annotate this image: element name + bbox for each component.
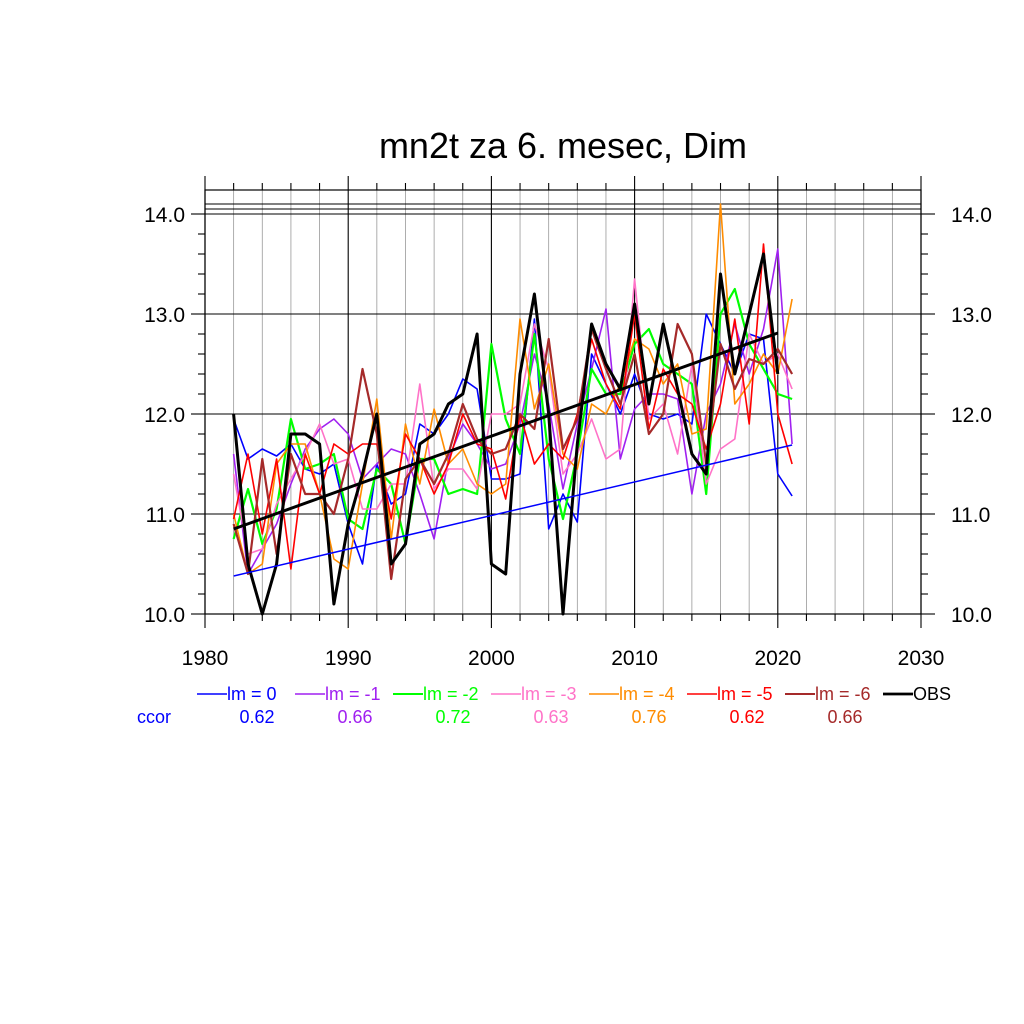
y-tick-label: 13.0 bbox=[144, 304, 185, 327]
legend-label: lm = -2 bbox=[423, 684, 479, 704]
x-tick-label: 2010 bbox=[611, 647, 658, 670]
y-tick-label: 12.0 bbox=[144, 404, 185, 427]
trend-line bbox=[233, 331, 779, 531]
series-line bbox=[232, 248, 793, 575]
series-line bbox=[232, 203, 793, 575]
ccor-label: ccor bbox=[137, 707, 171, 727]
ccor-value: 0.63 bbox=[533, 707, 568, 727]
grid bbox=[204, 190, 922, 615]
y-tick-label: 11.0 bbox=[146, 504, 185, 527]
reference-lines bbox=[205, 203, 921, 210]
legend-label: lm = -4 bbox=[619, 684, 675, 704]
trend-line bbox=[233, 444, 793, 577]
x-tick-label: 1980 bbox=[182, 647, 229, 670]
ccor-value: 0.66 bbox=[827, 707, 862, 727]
x-tick-label: 2000 bbox=[468, 647, 515, 670]
ccor-value: 0.76 bbox=[631, 707, 666, 727]
y-tick-label-right: 11.0 bbox=[951, 504, 990, 527]
y-tick-label: 10.0 bbox=[144, 604, 185, 627]
y-tick-label-right: 10.0 bbox=[951, 604, 992, 627]
y-tick-label-right: 13.0 bbox=[951, 304, 992, 327]
series-group bbox=[232, 203, 794, 616]
series-line bbox=[232, 322, 794, 581]
y-tick-label-right: 14.0 bbox=[951, 204, 992, 227]
legend-label: lm = -6 bbox=[815, 684, 871, 704]
x-tick-label: 2020 bbox=[754, 647, 801, 670]
x-tick-label: 1990 bbox=[325, 647, 372, 670]
legend-label: lm = 0 bbox=[227, 684, 277, 704]
legend: ccor lm = 0 0.62 lm = -1 0.66 lm = -2 0.72 lm =… bbox=[137, 684, 951, 727]
legend-label: lm = -1 bbox=[325, 684, 381, 704]
legend-label: OBS bbox=[913, 684, 951, 704]
y-tick-label: 14.0 bbox=[144, 204, 185, 227]
ccor-value: 0.72 bbox=[435, 707, 470, 727]
legend-label: lm = -3 bbox=[521, 684, 577, 704]
x-tick-label: 2030 bbox=[898, 647, 945, 670]
ccor-value: 0.62 bbox=[239, 707, 274, 727]
ccor-value: 0.66 bbox=[337, 707, 372, 727]
axis-ticks bbox=[191, 176, 935, 628]
ccor-value: 0.62 bbox=[729, 707, 764, 727]
chart-title: mn2t za 6. mesec, Dim bbox=[379, 125, 747, 166]
y-tick-label-right: 12.0 bbox=[951, 404, 992, 427]
legend-label: lm = -5 bbox=[717, 684, 773, 704]
plot-frame bbox=[204, 189, 922, 615]
tick-labels: 1980 1990 2000 2010 2020 2030 10.0 10.0 11.0 11.0… bbox=[144, 204, 992, 670]
trend-lines bbox=[233, 331, 793, 577]
series-line bbox=[232, 287, 793, 546]
